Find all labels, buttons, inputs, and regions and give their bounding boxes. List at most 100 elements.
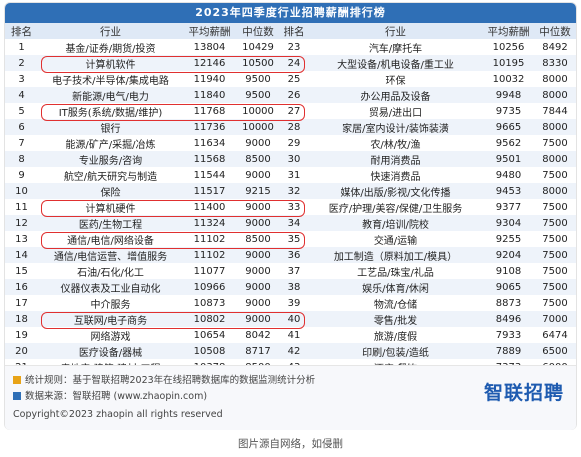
cell-rank-right: 37	[280, 263, 308, 279]
cell-median-right: 7844	[534, 103, 576, 119]
cell-industry-left: 计算机硬件	[38, 199, 183, 215]
cell-rank-right: 39	[280, 295, 308, 311]
cell-median-left: 10429	[236, 39, 280, 55]
cell-median-left: 8042	[236, 327, 280, 343]
cell-avg-salary-left: 13804	[183, 39, 236, 55]
cell-rank-left: 1	[5, 39, 38, 55]
cell-industry-right: 旅游/度假	[308, 327, 483, 343]
cell-industry-left: 医药/生物工程	[38, 215, 183, 231]
cell-rank-left: 9	[5, 167, 38, 183]
cell-median-right: 8000	[534, 87, 576, 103]
ranking-card: 2023年四季度行业招聘薪酬排行榜 排名 行业 平均薪酬 中位数 排名 行业 平…	[4, 2, 577, 430]
cell-industry-left: 银行	[38, 119, 183, 135]
cell-median-left: 9000	[236, 295, 280, 311]
cell-rank-right: 32	[280, 183, 308, 199]
cell-avg-salary-left: 11736	[183, 119, 236, 135]
cell-median-right: 8000	[534, 183, 576, 199]
cell-median-left: 9000	[236, 199, 280, 215]
cell-industry-right: 物流/仓储	[308, 295, 483, 311]
cell-median-right: 7500	[534, 199, 576, 215]
cell-avg-salary-right: 9501	[483, 151, 534, 167]
cell-industry-right: 耐用消费品	[308, 151, 483, 167]
cell-industry-right: 零售/批发	[308, 311, 483, 327]
cell-median-right: 7500	[534, 215, 576, 231]
yellow-square-icon	[13, 376, 21, 384]
table-header-row: 排名 行业 平均薪酬 中位数 排名 行业 平均薪酬 中位数	[5, 23, 576, 39]
col-industry-left: 行业	[38, 23, 183, 39]
cell-rank-left: 17	[5, 295, 38, 311]
cell-avg-salary-left: 10654	[183, 327, 236, 343]
table-row: 12 医药/生物工程 11324 9000 34 教育/培训/院校 9304 7500	[5, 215, 576, 231]
cell-rank-left: 2	[5, 55, 38, 71]
cell-industry-right: 环保	[308, 71, 483, 87]
col-avg-left: 平均薪酬	[183, 23, 236, 39]
cell-rank-right: 38	[280, 279, 308, 295]
cell-rank-right: 33	[280, 199, 308, 215]
cell-industry-left: 石油/石化/化工	[38, 263, 183, 279]
table-row: 11 计算机硬件 11400 9000 33 医疗/护理/美容/保健/卫生服务 9377 75…	[5, 199, 576, 215]
col-avg-right: 平均薪酬	[483, 23, 534, 39]
cell-rank-right: 27	[280, 103, 308, 119]
cell-industry-left: IT服务(系统/数据/维护)	[38, 103, 183, 119]
cell-industry-left: 网络游戏	[38, 327, 183, 343]
cell-median-left: 9000	[236, 167, 280, 183]
col-rank-left: 排名	[5, 23, 38, 39]
cell-median-right: 6500	[534, 343, 576, 359]
table-row: 1 基金/证券/期货/投资 13804 10429 23 汽车/摩托车 10256 8492	[5, 39, 576, 55]
table-row: 3 电子技术/半导体/集成电路 11940 9500 25 环保 10032 8000	[5, 71, 576, 87]
stat-rule-text: 统计规则：基于智联招聘2023年在线招聘数据库的数据监测统计分析	[25, 375, 316, 386]
cell-rank-right: 42	[280, 343, 308, 359]
cell-industry-right: 媒体/出版/影视/文化传播	[308, 183, 483, 199]
cell-median-left: 9000	[236, 135, 280, 151]
cell-rank-right: 28	[280, 119, 308, 135]
cell-avg-salary-left: 11102	[183, 231, 236, 247]
cell-avg-salary-right: 9735	[483, 103, 534, 119]
cell-avg-salary-left: 10508	[183, 343, 236, 359]
cell-industry-right: 加工制造（原料加工/模具）	[308, 247, 483, 263]
cell-avg-salary-left: 11940	[183, 71, 236, 87]
cell-rank-left: 16	[5, 279, 38, 295]
cell-avg-salary-right: 7933	[483, 327, 534, 343]
cell-avg-salary-left: 10966	[183, 279, 236, 295]
table-row: 20 医疗设备/器械 10508 8717 42 印刷/包装/造纸 7889 6500	[5, 343, 576, 359]
cell-rank-right: 25	[280, 71, 308, 87]
table-title: 2023年四季度行业招聘薪酬排行榜	[5, 3, 576, 23]
cell-median-right: 7500	[534, 135, 576, 151]
cell-rank-left: 8	[5, 151, 38, 167]
cell-median-right: 8000	[534, 151, 576, 167]
table-row: 16 仪器仪表及工业自动化 10966 9000 38 娱乐/体育/休闲 9065 7500	[5, 279, 576, 295]
cell-median-right: 7500	[534, 247, 576, 263]
cell-avg-salary-left: 11634	[183, 135, 236, 151]
cell-industry-right: 教育/培训/院校	[308, 215, 483, 231]
cell-median-left: 8717	[236, 343, 280, 359]
cell-industry-right: 办公用品及设备	[308, 87, 483, 103]
cell-median-left: 8500	[236, 231, 280, 247]
cell-avg-salary-right: 10195	[483, 55, 534, 71]
cell-median-right: 7500	[534, 295, 576, 311]
cell-rank-right: 36	[280, 247, 308, 263]
cell-rank-left: 6	[5, 119, 38, 135]
cell-median-right: 7500	[534, 231, 576, 247]
col-median-right: 中位数	[534, 23, 576, 39]
cell-avg-salary-right: 9948	[483, 87, 534, 103]
salary-ranking-table: 排名 行业 平均薪酬 中位数 排名 行业 平均薪酬 中位数 1 基金/证券/期货/…	[5, 23, 576, 391]
cell-rank-left: 11	[5, 199, 38, 215]
zhaopin-logo: 智联招聘	[483, 382, 564, 404]
image-caption: 图片源自网络，如侵删	[238, 438, 343, 450]
cell-avg-salary-right: 8496	[483, 311, 534, 327]
cell-avg-salary-left: 11517	[183, 183, 236, 199]
cell-industry-left: 保险	[38, 183, 183, 199]
cell-median-right: 7500	[534, 263, 576, 279]
cell-avg-salary-left: 11102	[183, 247, 236, 263]
table-row: 15 石油/石化/化工 11077 9000 37 工艺品/珠宝/礼品 9108 7500	[5, 263, 576, 279]
cell-median-left: 9000	[236, 247, 280, 263]
cell-avg-salary-left: 12146	[183, 55, 236, 71]
cell-industry-left: 通信/电信/网络设备	[38, 231, 183, 247]
cell-industry-right: 家居/室内设计/装饰装潢	[308, 119, 483, 135]
cell-rank-right: 40	[280, 311, 308, 327]
cell-industry-left: 仪器仪表及工业自动化	[38, 279, 183, 295]
cell-median-right: 8492	[534, 39, 576, 55]
stat-rule-note: 统计规则：基于智联招聘2023年在线招聘数据库的数据监测统计分析	[13, 374, 315, 387]
cell-avg-salary-right: 9665	[483, 119, 534, 135]
cell-avg-salary-right: 10256	[483, 39, 534, 55]
